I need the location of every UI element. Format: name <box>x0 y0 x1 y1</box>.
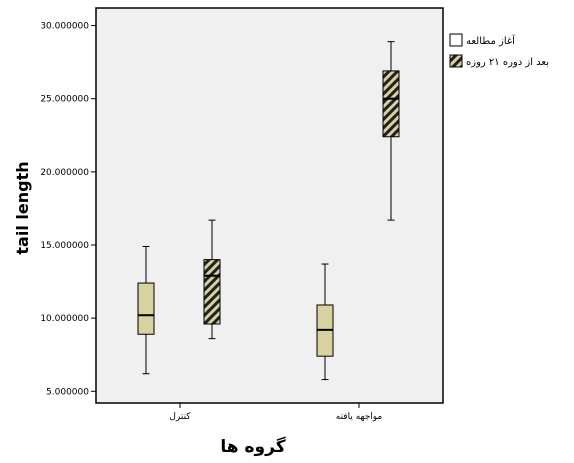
box-baseline-1 <box>316 263 334 381</box>
x-axis: کنترل مواجهه یافته <box>169 403 382 422</box>
box-iqr <box>382 70 400 138</box>
y-axis: 5.000000 10.000000 15.000000 20.000000 25.00… <box>40 22 96 397</box>
y-axis-title: tail length <box>13 161 32 254</box>
legend-label: بعد از دوره ۲۱ روزه <box>466 57 549 68</box>
x-axis-title: گروه ها <box>220 436 285 457</box>
legend-swatch <box>449 33 463 47</box>
legend-swatch <box>449 54 463 68</box>
x-tick-label: مواجهه یافته <box>336 412 383 422</box>
box-day21-1 <box>382 41 400 221</box>
box-iqr <box>203 259 221 325</box>
box-day21-0 <box>203 219 221 340</box>
y-tick-label: 5.000000 <box>46 387 89 397</box>
y-tick-label: 30.000000 <box>40 22 89 32</box>
legend: آغاز مطالعه بعد از دوره ۲۱ روزه <box>449 33 549 68</box>
box-series <box>137 41 400 381</box>
y-tick-label: 20.000000 <box>40 168 89 178</box>
y-tick-label: 10.000000 <box>40 314 89 324</box>
y-tick-label: 15.000000 <box>40 241 89 251</box>
x-tick-label: کنترل <box>169 412 191 422</box>
box-baseline-0 <box>137 245 155 375</box>
legend-label: آغاز مطالعه <box>466 34 516 47</box>
y-tick-label: 25.000000 <box>40 95 89 105</box>
box-iqr <box>137 282 155 335</box>
